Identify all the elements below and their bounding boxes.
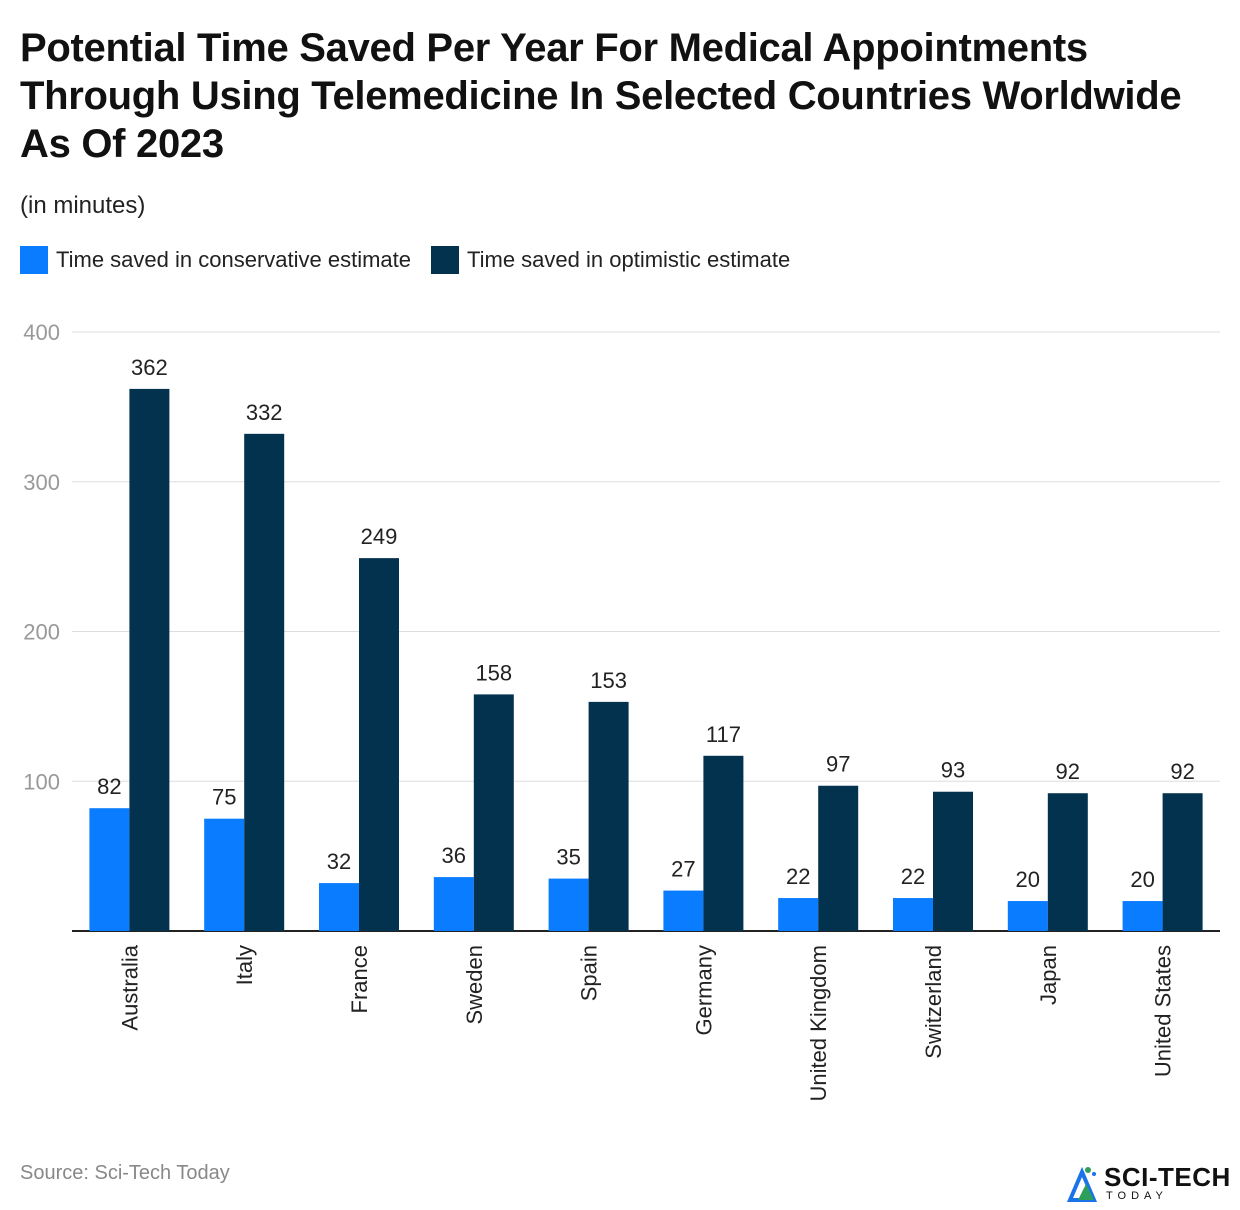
bar-conservative — [433, 877, 474, 931]
data-label-conservative: 22 — [786, 864, 810, 889]
data-label-optimistic: 93 — [941, 758, 965, 783]
bar-optimistic — [818, 785, 859, 931]
brand-logo: SCI-TECH TODAY — [1064, 1160, 1240, 1206]
source-note: Source: Sci-Tech Today — [20, 1162, 230, 1184]
bar-optimistic — [933, 791, 973, 931]
y-tick-label: 300 — [23, 470, 60, 495]
data-label-conservative: 82 — [97, 774, 121, 799]
x-tick-label: Italy — [232, 945, 257, 985]
brand-sub: TODAY — [1106, 1190, 1168, 1202]
legend-item-optimistic: Time saved in optimistic estimate — [431, 246, 790, 274]
data-label-conservative: 22 — [901, 864, 925, 889]
data-label-optimistic: 92 — [1170, 759, 1194, 784]
data-label-optimistic: 92 — [1056, 759, 1080, 784]
x-tick-label: Spain — [577, 945, 602, 1001]
brand-name: SCI-TECH — [1104, 1162, 1231, 1192]
x-tick-label: Switzerland — [921, 945, 946, 1059]
bar-optimistic — [129, 388, 170, 931]
data-label-optimistic: 153 — [590, 668, 627, 693]
y-tick-label: 100 — [23, 769, 60, 794]
data-label-optimistic: 362 — [131, 355, 168, 380]
bar-conservative — [663, 890, 704, 931]
bar-conservative — [893, 898, 933, 931]
x-tick-label: United States — [1151, 945, 1176, 1077]
x-tick-label: Japan — [1036, 945, 1061, 1005]
bar-conservative — [1122, 901, 1163, 931]
bar-conservative — [319, 883, 359, 931]
data-label-optimistic: 332 — [246, 400, 283, 425]
data-label-conservative: 32 — [327, 849, 351, 874]
data-label-conservative: 35 — [556, 845, 580, 870]
sci-tech-logo-icon — [1066, 1166, 1098, 1202]
x-tick-label: United Kingdom — [806, 945, 831, 1102]
chart-title: Potential Time Saved Per Year For Medica… — [20, 26, 1182, 166]
bar-optimistic — [244, 433, 285, 931]
legend-swatch-conservative — [20, 246, 48, 274]
data-label-conservative: 75 — [212, 785, 236, 810]
bar-optimistic — [359, 558, 399, 931]
bar-optimistic — [703, 755, 744, 931]
data-label-conservative: 20 — [1016, 867, 1040, 892]
legend-label-conservative: Time saved in conservative estimate — [56, 247, 411, 272]
legend: Time saved in conservative estimate Time… — [20, 246, 810, 274]
legend-item-conservative: Time saved in conservative estimate — [20, 246, 411, 274]
data-label-conservative: 20 — [1130, 867, 1154, 892]
bar-conservative — [778, 898, 819, 931]
x-tick-label: Sweden — [462, 945, 487, 1025]
data-label-optimistic: 97 — [826, 752, 850, 777]
x-tick-label: Australia — [117, 944, 142, 1030]
bar-optimistic — [473, 694, 514, 931]
bar-conservative — [548, 878, 589, 931]
y-tick-label: 400 — [23, 320, 60, 345]
y-tick-label: 200 — [23, 620, 60, 645]
bar-conservative — [1007, 901, 1048, 931]
data-label-optimistic: 158 — [475, 660, 512, 685]
data-label-conservative: 36 — [442, 843, 466, 868]
data-label-optimistic: 249 — [361, 524, 398, 549]
data-label-optimistic: 117 — [706, 722, 741, 747]
chart-subtitle: (in minutes) — [20, 192, 146, 219]
bar-optimistic — [588, 701, 629, 931]
bar-optimistic — [1162, 793, 1203, 931]
x-tick-label: France — [347, 945, 372, 1013]
data-label-conservative: 27 — [671, 857, 695, 882]
legend-label-optimistic: Time saved in optimistic estimate — [467, 247, 791, 272]
bar-chart: 100 200 300 400 82 362 Australia 75 332 Italy 32 24… — [23, 320, 1220, 1102]
x-tick-label: Germany — [691, 945, 716, 1035]
bar-optimistic — [1047, 793, 1088, 931]
bar-conservative — [204, 818, 245, 931]
legend-swatch-optimistic — [431, 246, 459, 274]
bar-conservative — [89, 808, 130, 931]
